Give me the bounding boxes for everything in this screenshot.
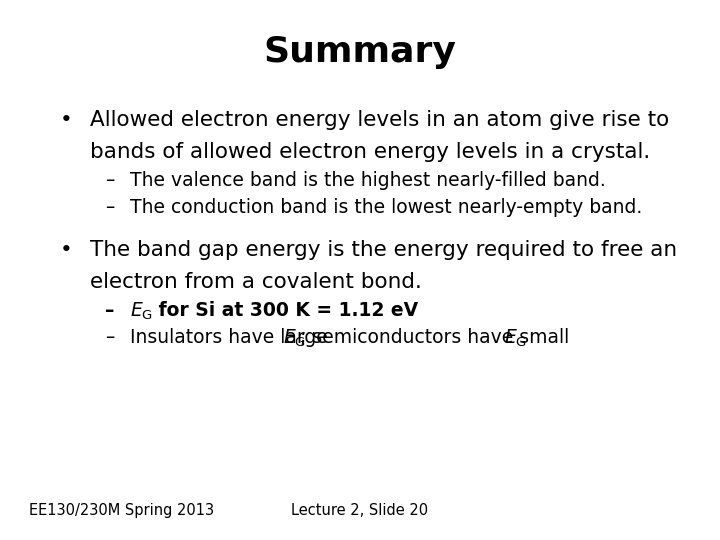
Text: –: – [105, 198, 114, 217]
Text: bands of allowed electron energy levels in a crystal.: bands of allowed electron energy levels … [90, 142, 650, 162]
Text: for Si at 300 K = 1.12 eV: for Si at 300 K = 1.12 eV [152, 301, 418, 320]
Text: The band gap energy is the energy required to free an: The band gap energy is the energy requir… [90, 240, 677, 260]
Text: Allowed electron energy levels in an atom give rise to: Allowed electron energy levels in an ato… [90, 110, 670, 130]
Text: $\mathit{E}_\mathrm{G}$: $\mathit{E}_\mathrm{G}$ [504, 328, 527, 349]
Text: •: • [60, 110, 73, 130]
Text: –: – [105, 171, 114, 190]
Text: ; semiconductors have small: ; semiconductors have small [300, 328, 575, 347]
Text: electron from a covalent bond.: electron from a covalent bond. [90, 272, 422, 292]
Text: Summary: Summary [264, 35, 456, 69]
Text: The conduction band is the lowest nearly-empty band.: The conduction band is the lowest nearly… [130, 198, 642, 217]
Text: EE130/230M Spring 2013: EE130/230M Spring 2013 [29, 503, 214, 518]
Text: Lecture 2, Slide 20: Lecture 2, Slide 20 [292, 503, 428, 518]
Text: The valence band is the highest nearly-filled band.: The valence band is the highest nearly-f… [130, 171, 606, 190]
Text: $\mathit{E}_\mathrm{G}$: $\mathit{E}_\mathrm{G}$ [283, 328, 306, 349]
Text: –: – [105, 328, 114, 347]
Text: $\mathit{E}_\mathrm{G}$: $\mathit{E}_\mathrm{G}$ [130, 301, 153, 322]
Text: Insulators have large: Insulators have large [130, 328, 334, 347]
Text: •: • [60, 240, 73, 260]
Text: –: – [105, 301, 114, 320]
